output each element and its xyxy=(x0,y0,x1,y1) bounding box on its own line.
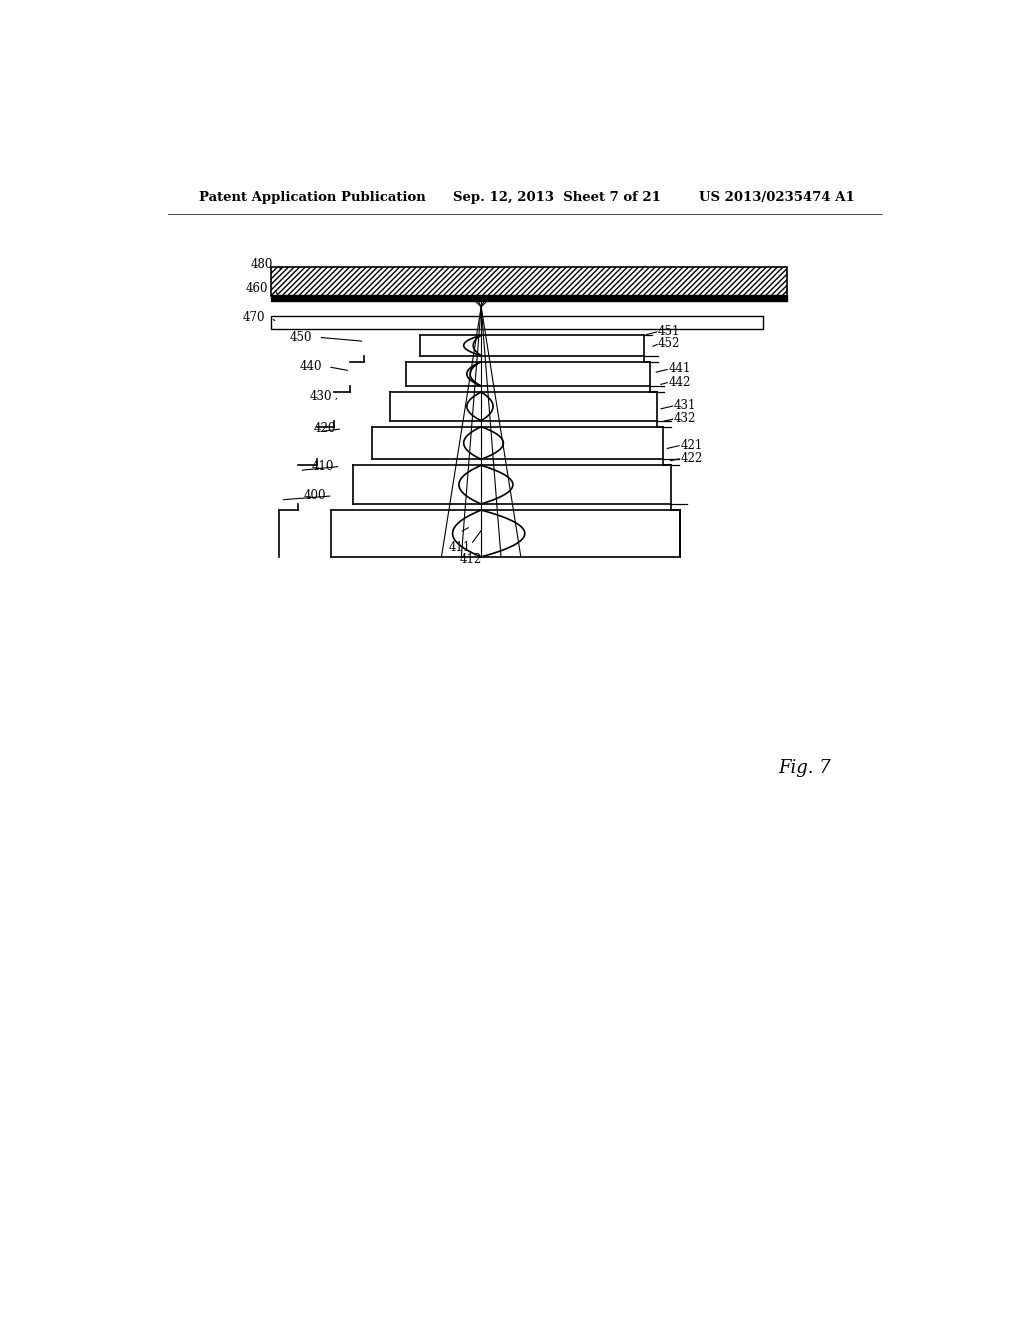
Text: Patent Application Publication: Patent Application Publication xyxy=(200,190,426,203)
Bar xyxy=(270,267,786,296)
Text: 460: 460 xyxy=(246,282,268,294)
Text: 411: 411 xyxy=(449,541,471,554)
Text: 422: 422 xyxy=(680,451,702,465)
Bar xyxy=(270,315,763,329)
Text: 432: 432 xyxy=(674,412,696,425)
Text: 480: 480 xyxy=(250,257,272,271)
Text: 421: 421 xyxy=(680,438,702,451)
Text: 430: 430 xyxy=(309,389,332,403)
Text: 451: 451 xyxy=(658,325,680,338)
Text: 470: 470 xyxy=(242,312,264,325)
Text: 441: 441 xyxy=(669,362,691,375)
Text: 400: 400 xyxy=(304,490,327,503)
Text: 431: 431 xyxy=(674,399,696,412)
Text: 410: 410 xyxy=(312,459,335,473)
Text: 412: 412 xyxy=(460,553,482,566)
Text: Fig. 7: Fig. 7 xyxy=(778,759,831,777)
Text: 420: 420 xyxy=(313,422,336,436)
Text: 452: 452 xyxy=(658,337,680,350)
Text: 442: 442 xyxy=(669,375,691,388)
Text: Sep. 12, 2013  Sheet 7 of 21: Sep. 12, 2013 Sheet 7 of 21 xyxy=(454,190,662,203)
Text: 440: 440 xyxy=(299,360,322,374)
Text: 450: 450 xyxy=(290,331,312,343)
Text: US 2013/0235474 A1: US 2013/0235474 A1 xyxy=(699,190,855,203)
